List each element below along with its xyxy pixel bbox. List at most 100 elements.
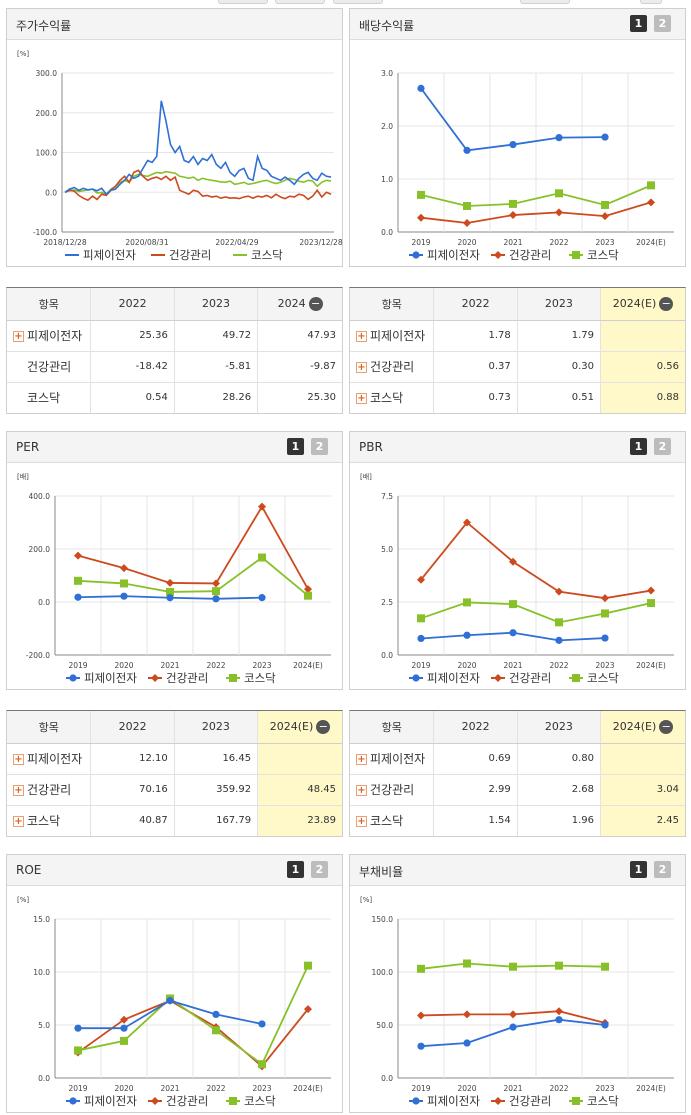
row-name-cell: + 건강관리 <box>350 351 435 383</box>
per-table: 항목 2022 2023 2024(E) − + 피제이전자 12.10 16.45 + 건강관리 7… <box>6 710 343 837</box>
column-header-label: 2023 <box>544 720 573 734</box>
legend-item: 코스닥 <box>569 671 619 685</box>
top-tab[interactable] <box>520 0 570 4</box>
legend-item: 건강관리 <box>491 248 551 262</box>
marker-square <box>212 587 220 596</box>
series-markers <box>417 181 655 211</box>
value-cell: 3.04 <box>600 774 685 806</box>
row-name-cell: + 피제이전자 <box>7 320 92 352</box>
view-1-button[interactable]: 1 <box>287 438 304 455</box>
legend-label: 피제이전자 <box>427 1094 480 1108</box>
marker-diamond <box>151 674 159 682</box>
view-2-button[interactable]: 2 <box>654 861 671 878</box>
column-header-label: 항목 <box>38 297 59 311</box>
roe-panel: ROE 1 2 [%] 15.0 10.0 5.0 0.0 2019 2020 2021 202… <box>6 854 343 1113</box>
series-line <box>78 999 263 1030</box>
view-1-button[interactable]: 1 <box>287 861 304 878</box>
expand-plus-icon[interactable]: + <box>13 331 24 342</box>
panel-title: 배당수익률 <box>359 19 415 33</box>
marker-square <box>572 251 580 259</box>
series-markers <box>417 1016 609 1050</box>
collapse-icon[interactable]: − <box>316 719 331 734</box>
marker-diamond <box>166 578 174 587</box>
column-header: 2022 <box>90 711 175 744</box>
expand-plus-icon[interactable]: + <box>356 754 367 765</box>
legend-label: 코스닥 <box>587 248 619 262</box>
view-1-button[interactable]: 1 <box>630 15 647 32</box>
value-cell: 1.78 <box>433 320 518 352</box>
view-2-button[interactable]: 2 <box>311 438 328 455</box>
expand-plus-icon[interactable]: + <box>13 754 24 765</box>
top-tab[interactable] <box>640 0 662 4</box>
y-tick-label: 200.0 <box>36 109 58 118</box>
value-cell: 2.45 <box>600 805 685 836</box>
pbr-panel: PBR 1 2 [배] 7.5 5.0 2.5 0.0 2019 2020 2021 2022 2… <box>349 431 686 690</box>
panel-title: ROE <box>16 863 42 877</box>
expand-plus-icon[interactable]: + <box>356 785 367 796</box>
view-2-button[interactable]: 2 <box>654 438 671 455</box>
view-2-button[interactable]: 2 <box>654 15 671 32</box>
legend-item: 피제이전자 <box>65 248 136 262</box>
marker-square <box>417 964 425 973</box>
top-tab[interactable] <box>275 0 325 4</box>
legend-item: 코스닥 <box>569 1094 619 1108</box>
table-header-row: 항목 2022 2023 2024(E) − <box>7 711 342 744</box>
marker-square <box>74 576 82 585</box>
y-tick-label: 300.0 <box>36 69 58 78</box>
marker-diamond <box>555 208 563 217</box>
legend-item: 피제이전자 <box>409 248 480 262</box>
marker-diamond <box>212 579 220 588</box>
panel-header: 배당수익률 1 2 <box>350 9 685 40</box>
series-line <box>420 201 652 224</box>
debt-ratio-panel: 부채비율 1 2 [%] 150.0 100.0 50.0 0.0 2019 2020 202… <box>349 854 686 1113</box>
value-cell: 70.16 <box>90 774 175 806</box>
row-name-cell: 건강관리 <box>7 351 92 383</box>
x-tick-label: 2023 <box>252 661 271 670</box>
y-tick-label: 0.0 <box>45 188 57 197</box>
legend-item: 피제이전자 <box>66 1094 137 1108</box>
expand-plus-icon[interactable]: + <box>356 331 367 342</box>
value-cell: 0.37 <box>433 351 518 383</box>
column-header: 항목 <box>350 288 435 321</box>
table-row: + 건강관리 2.99 2.68 3.04 <box>350 774 685 806</box>
expand-plus-icon[interactable]: + <box>356 362 367 373</box>
collapse-icon[interactable]: − <box>659 296 674 311</box>
expand-plus-icon[interactable]: + <box>13 785 24 796</box>
expand-plus-icon[interactable]: + <box>356 393 367 405</box>
view-2-button[interactable]: 2 <box>311 861 328 878</box>
marker-diamond <box>120 1015 128 1024</box>
marker-circle <box>509 1023 517 1031</box>
column-header-label: 2024 <box>277 296 306 310</box>
top-tab[interactable] <box>333 0 383 4</box>
marker-square <box>74 1046 82 1055</box>
marker-circle <box>417 634 425 643</box>
x-tick-label: 2019 <box>68 661 87 670</box>
collapse-icon[interactable]: − <box>308 296 323 311</box>
expand-plus-icon[interactable]: + <box>13 816 24 828</box>
x-tick-label: 2020 <box>114 661 133 670</box>
legend-item: 코스닥 <box>226 1094 276 1108</box>
series-markers <box>417 518 655 603</box>
value-cell: 49.72 <box>174 320 259 352</box>
legend-label: 건강관리 <box>166 671 208 685</box>
expand-plus-icon[interactable]: + <box>356 816 367 828</box>
marker-square <box>601 200 609 209</box>
table-row: 코스닥 0.54 28.26 25.30 <box>7 382 342 413</box>
value-cell: -9.87 <box>257 351 342 383</box>
y-tick-label: 400.0 <box>29 492 51 501</box>
view-1-button[interactable]: 1 <box>630 861 647 878</box>
x-tick-label: 2023 <box>252 1084 271 1093</box>
series-markers <box>417 198 655 227</box>
collapse-icon[interactable]: − <box>659 719 674 734</box>
row-name-label: 피제이전자 <box>27 329 83 343</box>
legend-item: 건강관리 <box>148 1094 208 1108</box>
legend-item: 피제이전자 <box>409 671 480 685</box>
column-header-label: 2022 <box>118 720 147 734</box>
value-cell: 0.51 <box>517 382 602 413</box>
marker-square <box>304 961 312 970</box>
x-tick-label: 2023 <box>595 1084 614 1093</box>
value-cell: 48.45 <box>257 774 342 806</box>
view-1-button[interactable]: 1 <box>630 438 647 455</box>
table-row: + 코스닥 1.54 1.96 2.45 <box>350 805 685 836</box>
top-tab[interactable] <box>218 0 268 4</box>
